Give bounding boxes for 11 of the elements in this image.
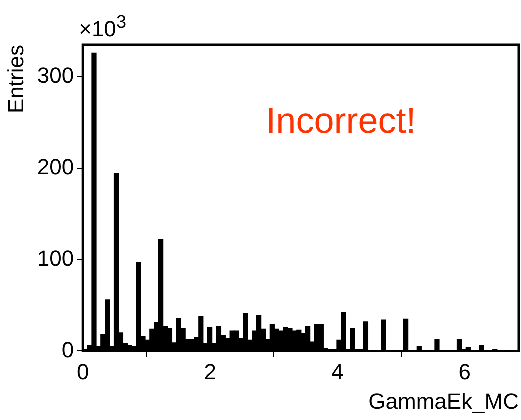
x-tick-label: 2 (204, 359, 216, 384)
y-tick-label: 0 (62, 337, 74, 362)
y-tick-label: 300 (37, 63, 74, 88)
x-tick-label: 4 (332, 359, 344, 384)
y-tick-label: 100 (37, 246, 74, 271)
x-tick-label: 6 (458, 359, 472, 384)
annotation: Incorrect! (266, 100, 416, 142)
x-axis-title: GammaEk_MC (368, 388, 520, 414)
text: ×10$^{3}$ (79, 11, 127, 42)
y-tick-label: 200 (37, 154, 74, 180)
y-axis-title: Entries (3, 45, 28, 114)
